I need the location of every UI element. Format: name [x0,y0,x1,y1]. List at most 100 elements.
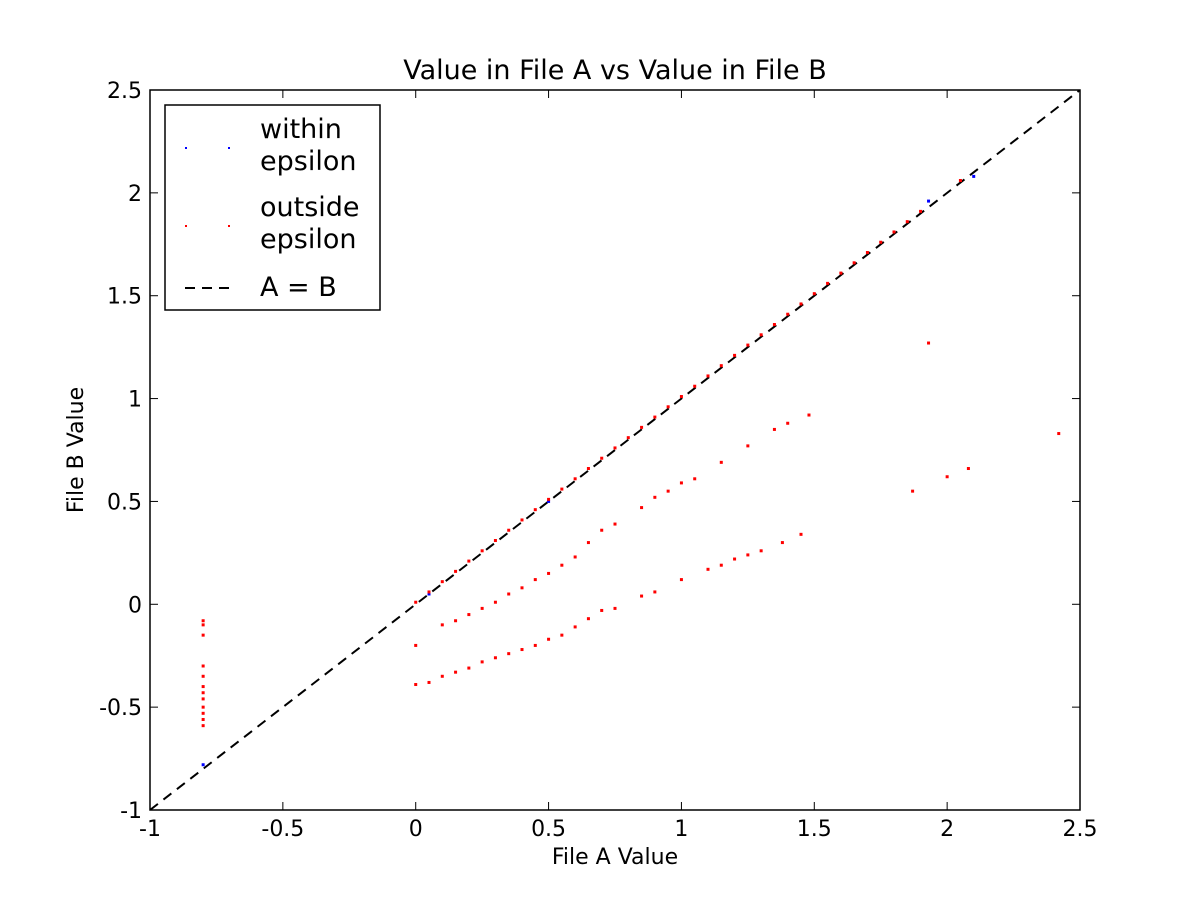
point-outside-epsilon [573,625,577,629]
point-outside-epsilon [201,705,205,709]
point-outside-epsilon [892,230,896,234]
point-outside-epsilon [507,528,511,532]
point-outside-epsilon [1057,432,1061,436]
point-outside-epsilon [586,467,590,471]
point-outside-epsilon [945,475,949,479]
point-outside-epsilon [679,578,683,582]
x-tick-label: 1.5 [797,817,832,842]
point-outside-epsilon [600,528,604,532]
y-tick-label: -1 [120,799,142,824]
y-tick-label: 1 [128,388,142,413]
point-outside-epsilon [520,586,524,590]
point-outside-epsilon [201,724,205,728]
x-tick-label: 2.5 [1063,817,1098,842]
point-outside-epsilon [666,405,670,409]
point-within-epsilon [972,174,976,178]
point-outside-epsilon [201,623,205,627]
point-outside-epsilon [520,648,524,652]
point-outside-epsilon [653,495,657,499]
point-outside-epsilon [719,563,723,567]
reference-line-layer [150,90,1080,810]
point-outside-epsilon [560,487,564,491]
y-tick-label: 1.5 [107,285,142,310]
y-tick-label: 0 [128,593,142,618]
point-outside-epsilon [533,578,537,582]
point-outside-epsilon [719,460,723,464]
point-outside-epsilon [586,617,590,621]
point-outside-epsilon [640,425,644,429]
point-outside-epsilon [759,549,763,553]
point-outside-epsilon [201,685,205,689]
point-outside-epsilon [440,580,444,584]
point-outside-epsilon [666,489,670,493]
point-outside-epsilon [919,209,923,213]
x-tick-label: 1 [674,817,688,842]
point-outside-epsilon [533,508,537,512]
point-outside-epsilon [454,670,458,674]
point-outside-epsilon [772,427,776,431]
point-outside-epsilon [493,539,497,543]
x-tick-label: 0.5 [531,817,566,842]
point-outside-epsilon [640,506,644,510]
y-tick-label: -0.5 [99,696,142,721]
point-outside-epsilon [507,592,511,596]
point-outside-epsilon [613,446,617,450]
point-outside-epsilon [586,541,590,545]
point-outside-epsilon [493,600,497,604]
point-outside-epsilon [560,563,564,567]
point-outside-epsilon [693,384,697,388]
point-outside-epsilon [414,600,418,604]
x-tick-label: 0 [409,817,423,842]
point-outside-epsilon [706,374,710,378]
point-outside-epsilon [746,444,750,448]
point-outside-epsilon [507,652,511,656]
point-outside-epsilon [520,518,524,522]
point-outside-epsilon [493,656,497,660]
legend-marker [228,225,230,227]
point-outside-epsilon [201,717,205,721]
point-outside-epsilon [201,674,205,678]
point-outside-epsilon [201,664,205,668]
point-outside-epsilon [201,633,205,637]
point-outside-epsilon [679,395,683,399]
point-outside-epsilon [427,590,431,594]
point-outside-epsilon [600,456,604,460]
point-outside-epsilon [201,697,205,701]
point-outside-epsilon [706,567,710,571]
point-outside-epsilon [547,571,551,575]
point-outside-epsilon [201,711,205,715]
point-outside-epsilon [613,522,617,526]
point-outside-epsilon [547,637,551,641]
point-outside-epsilon [427,680,431,684]
point-outside-epsilon [467,559,471,563]
point-outside-epsilon [799,532,803,536]
point-outside-epsilon [879,240,883,244]
point-outside-epsilon [467,613,471,617]
x-axis-label: File A Value [552,845,678,870]
point-outside-epsilon [653,590,657,594]
point-outside-epsilon [693,477,697,481]
point-outside-epsilon [786,312,790,316]
point-outside-epsilon [786,421,790,425]
legend-label: epsilon [260,146,356,177]
plot-area [150,90,1080,810]
legend-marker [185,147,187,149]
point-outside-epsilon [799,302,803,306]
point-outside-epsilon [467,666,471,670]
x-tick-label: -0.5 [261,817,304,842]
point-outside-epsilon [733,557,737,561]
point-outside-epsilon [746,343,750,347]
reference-line-a-equals-b [150,90,1080,810]
point-within-epsilon [201,763,205,767]
point-outside-epsilon [759,333,763,337]
point-outside-epsilon [414,643,418,647]
point-outside-epsilon [480,606,484,610]
point-outside-epsilon [780,541,784,545]
point-outside-epsilon [560,633,564,637]
point-within-epsilon [427,592,431,596]
point-outside-epsilon [653,415,657,419]
x-tick-label: -1 [139,817,161,842]
point-outside-epsilon [547,497,551,501]
legend-marker [185,225,187,227]
